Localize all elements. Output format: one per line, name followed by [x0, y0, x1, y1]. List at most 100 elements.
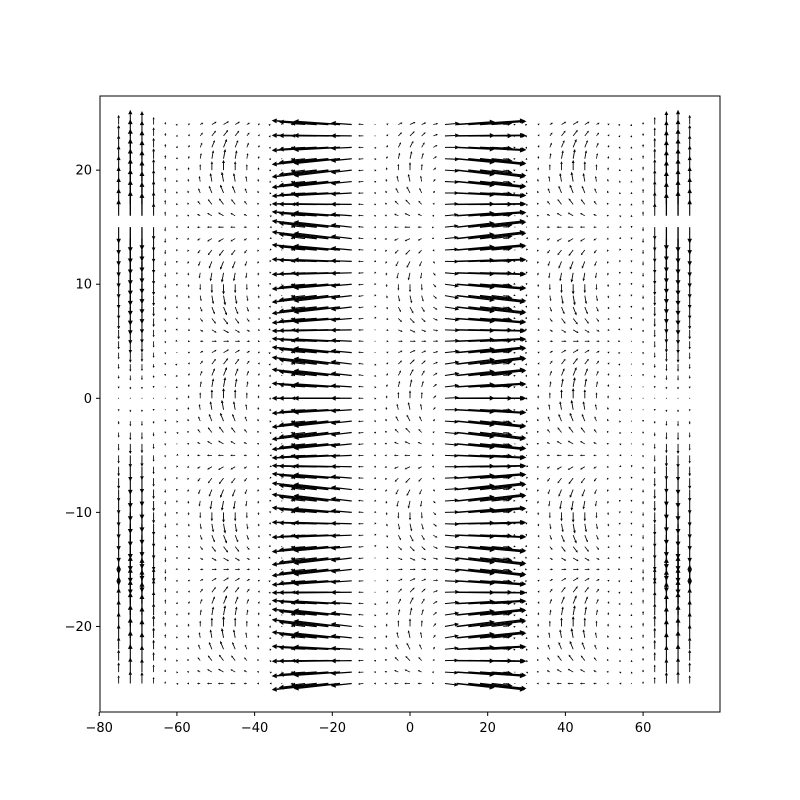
- quiver-arrow-head: [663, 514, 669, 520]
- quiver-arrow-shaft: [444, 488, 455, 491]
- quiver-arrow-shaft: [208, 249, 213, 254]
- quiver-arrow-head: [507, 485, 513, 491]
- quiver-arrow-shaft: [246, 144, 249, 148]
- quiver-arrow-shaft: [456, 222, 490, 228]
- quiver-arrow-shaft: [596, 329, 599, 331]
- quiver-arrow-head: [293, 598, 299, 604]
- quiver-arrow-shaft: [245, 489, 248, 493]
- quiver-arrow-shaft: [295, 624, 306, 627]
- quiver-arrow-shaft: [220, 643, 224, 650]
- quiver-arrow-shaft: [596, 306, 598, 311]
- quiver-arrow-shaft: [479, 120, 522, 126]
- quiver-arrow-head: [208, 494, 211, 497]
- quiver-arrow-head: [175, 613, 178, 616]
- quiver-arrow-head: [433, 646, 435, 649]
- quiver-arrow-shaft: [419, 189, 423, 194]
- quiver-arrow-shaft: [335, 635, 352, 639]
- quiver-arrow-shaft: [583, 175, 586, 182]
- quiver-arrow-head: [374, 316, 377, 319]
- quiver-arrow-head: [526, 443, 529, 446]
- quiver-arrow-head: [140, 410, 143, 413]
- quiver-arrow-head: [199, 620, 202, 623]
- quiver-arrow-shaft: [335, 180, 352, 184]
- quiver-arrow-shaft: [409, 534, 413, 540]
- quiver-arrow-head: [431, 237, 435, 240]
- quiver-arrow-head: [243, 670, 246, 673]
- quiver-arrow-head: [330, 371, 336, 377]
- quiver-arrow-head: [176, 671, 179, 674]
- quiver-arrow-head: [207, 239, 210, 242]
- quiver-arrow-head: [436, 329, 439, 332]
- quiver-arrow-shaft: [594, 249, 597, 253]
- quiver-arrow-head: [607, 134, 610, 137]
- quiver-arrow-shaft: [594, 658, 597, 661]
- quiver-arrow-head: [570, 507, 574, 511]
- quiver-arrow-head: [399, 370, 401, 373]
- quiver-arrow-head: [258, 340, 261, 343]
- quiver-arrow-shaft: [295, 362, 306, 365]
- quiver-arrow-head: [164, 599, 167, 602]
- quiver-arrow-head: [560, 617, 563, 621]
- quiver-arrow-shaft: [283, 371, 317, 377]
- quiver-arrow-shaft: [199, 590, 202, 593]
- quiver-arrow-shaft: [548, 670, 551, 673]
- quiver-arrow-head: [642, 599, 645, 602]
- quiver-arrow-head: [630, 271, 633, 274]
- quiver-arrow-head: [395, 264, 398, 267]
- quiver-arrow-head: [398, 609, 401, 612]
- quiver-arrow-head: [537, 489, 539, 492]
- quiver-arrow-head: [176, 432, 179, 435]
- quiver-arrow-head: [537, 524, 540, 527]
- quiver-arrow-head: [675, 310, 681, 316]
- quiver-arrow-head: [187, 362, 190, 365]
- quiver-arrow-shaft: [298, 306, 341, 313]
- quiver-arrow-head: [269, 157, 271, 160]
- quiver-arrow-shaft: [398, 143, 401, 148]
- quiver-arrow-head: [257, 489, 260, 492]
- quiver-arrow-head: [224, 595, 228, 599]
- quiver-arrow-shaft: [199, 177, 201, 182]
- quiver-arrow-shaft: [569, 428, 574, 433]
- quiver-arrow-shaft: [335, 169, 352, 173]
- quiver-arrow-head: [580, 199, 583, 202]
- quiver-arrow-shaft: [421, 600, 424, 604]
- quiver-arrow-head: [330, 463, 336, 469]
- quiver-arrow-head: [385, 612, 388, 615]
- quiver-arrow-head: [117, 662, 121, 666]
- quiver-arrow-shaft: [419, 430, 422, 433]
- quiver-arrow-head: [256, 682, 259, 685]
- quiver-arrow-head: [642, 537, 645, 540]
- quiver-arrow-head: [618, 556, 621, 559]
- quiver-arrow-head: [507, 633, 513, 639]
- quiver-arrow-shaft: [479, 146, 522, 151]
- quiver-arrow-head: [201, 568, 204, 571]
- quiver-arrow-shaft: [234, 142, 238, 148]
- quiver-arrow-head: [506, 682, 509, 685]
- quiver-arrow-head: [290, 557, 293, 560]
- quiver-arrow-head: [506, 134, 509, 137]
- quiver-arrow-shaft: [572, 535, 576, 542]
- quiver-arrow-head: [547, 492, 550, 495]
- quiver-arrow-head: [386, 134, 389, 137]
- quiver-arrow-head: [563, 586, 566, 590]
- quiver-arrow-head: [139, 564, 145, 570]
- quiver-arrow-head: [607, 167, 610, 170]
- quiver-arrow-head: [583, 617, 587, 621]
- quiver-arrow-head: [151, 269, 156, 274]
- quiver-arrow-head: [563, 549, 566, 552]
- quiver-arrow-shaft: [581, 477, 586, 483]
- quiver-arrow-head: [560, 161, 563, 164]
- quiver-arrow-shaft: [584, 152, 587, 159]
- quiver-arrow-head: [293, 336, 299, 342]
- quiver-arrow-head: [525, 283, 528, 286]
- quiver-arrow-head: [507, 442, 513, 448]
- quiver-point: [281, 614, 283, 616]
- quiver-arrow-head: [417, 454, 420, 457]
- quiver-arrow-head: [290, 294, 293, 297]
- quiver-arrow-shaft: [397, 500, 399, 506]
- quiver-arrow-head: [550, 319, 553, 322]
- quiver-arrow-head: [209, 629, 212, 633]
- quiver-arrow-shaft: [234, 609, 237, 616]
- y-tick-label: −20: [65, 620, 92, 635]
- quiver-arrow-head: [187, 658, 190, 662]
